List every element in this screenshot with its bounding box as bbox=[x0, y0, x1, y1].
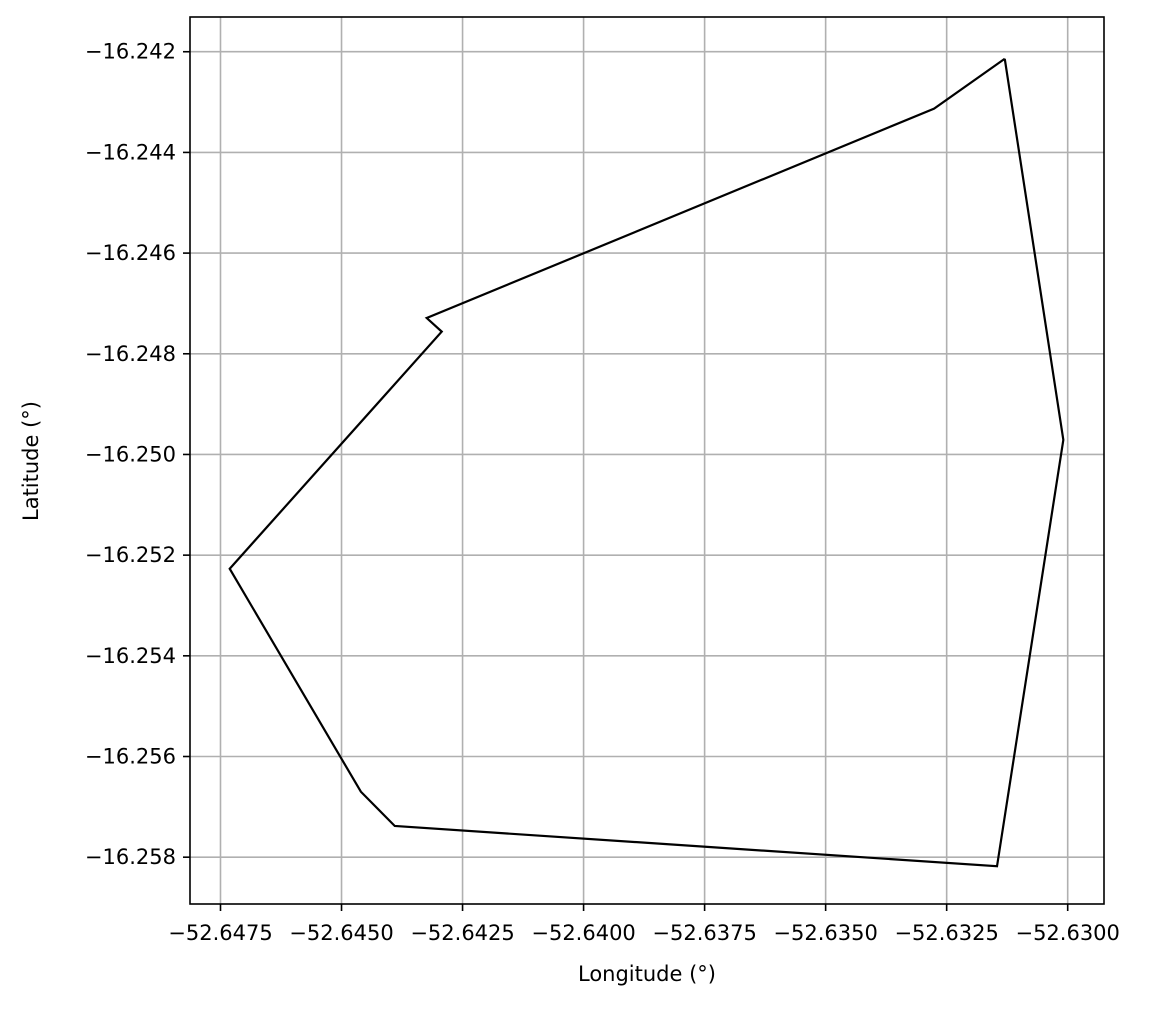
x-tick-label: −52.6475 bbox=[168, 921, 272, 945]
boundary-line bbox=[228, 57, 1065, 868]
x-tick-label: −52.6450 bbox=[289, 921, 393, 945]
x-tick-label: −52.6350 bbox=[773, 921, 877, 945]
x-tick-label: −52.6400 bbox=[531, 921, 635, 945]
grid-layer bbox=[190, 17, 1104, 904]
y-tick-label: −16.250 bbox=[85, 442, 176, 466]
tick-layer: −52.6475 −52.6450 −52.6425 −52.6400 −52.6375… bbox=[85, 40, 1120, 945]
y-tick-label: −16.242 bbox=[85, 40, 176, 64]
y-tick-label: −16.254 bbox=[85, 644, 176, 668]
x-tick-label: −52.6325 bbox=[894, 921, 998, 945]
y-tick-label: −16.258 bbox=[85, 845, 176, 869]
x-tick-label: −52.6425 bbox=[410, 921, 514, 945]
y-tick-label: −16.244 bbox=[85, 140, 176, 164]
y-axis-title: Latitude (°) bbox=[19, 401, 43, 521]
x-tick-label: −52.6375 bbox=[652, 921, 756, 945]
y-tick-label: −16.256 bbox=[85, 745, 176, 769]
y-tick-label: −16.248 bbox=[85, 342, 176, 366]
plot-frame bbox=[189, 16, 1105, 905]
x-tick-label: −52.6300 bbox=[1015, 921, 1119, 945]
x-axis-title: Longitude (°) bbox=[578, 962, 716, 986]
data-layer bbox=[228, 57, 1065, 868]
y-tick-label: −16.252 bbox=[85, 543, 176, 567]
y-tick-label: −16.246 bbox=[85, 241, 176, 265]
